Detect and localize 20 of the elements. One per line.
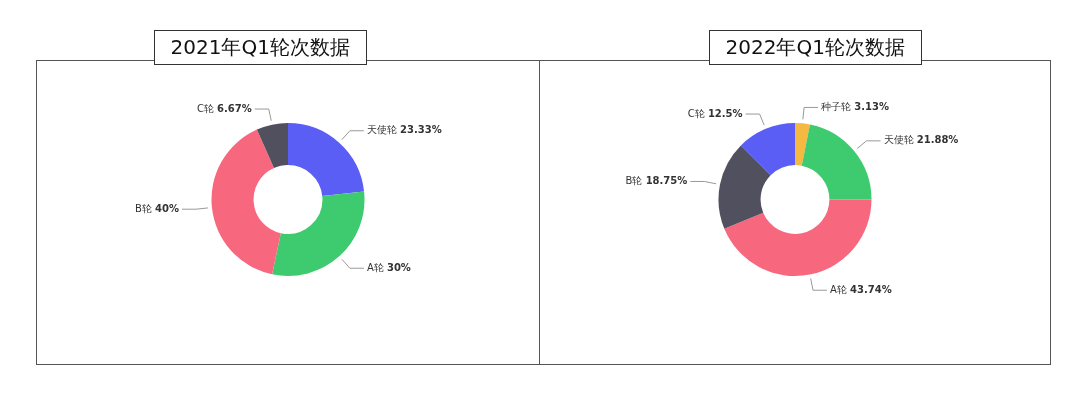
data-label: 40% (155, 202, 180, 214)
slice-label: C轮 (196, 102, 218, 114)
data-label: 18.75% (645, 175, 688, 187)
chart-title: 2022年Q1轮次数据 (708, 30, 922, 65)
data-label: 12.5% (707, 107, 743, 119)
slice-label: 天使轮 (366, 124, 401, 136)
slice-label: 种子轮 (821, 101, 855, 113)
data-label: 21.88% (916, 134, 959, 146)
data-label: 6.67% (217, 102, 252, 114)
chart-title: 2021年Q1轮次数据 (153, 30, 367, 65)
slice-label: B轮 (625, 175, 646, 187)
slice-label: 天使轮 (883, 134, 917, 146)
slice-label: A轮 (830, 283, 851, 295)
slice-label: C轮 (687, 107, 708, 119)
data-label: 3.13% (854, 101, 889, 113)
data-label: 23.33% (400, 124, 442, 136)
data-label: 43.74% (850, 283, 892, 295)
slice-label: A轮 (366, 261, 387, 273)
data-label: 30% (386, 261, 411, 273)
slice-label: B轮 (135, 202, 156, 214)
